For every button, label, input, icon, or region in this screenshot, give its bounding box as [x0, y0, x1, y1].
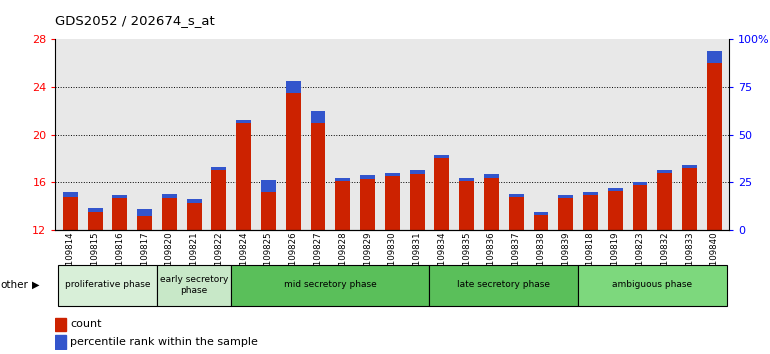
Bar: [261, 180, 276, 192]
Bar: [63, 197, 78, 230]
Bar: [55, 318, 66, 331]
Bar: [162, 194, 177, 198]
Bar: [137, 216, 152, 230]
Text: late secretory phase: late secretory phase: [457, 280, 551, 290]
Bar: [112, 195, 127, 198]
Bar: [55, 335, 66, 349]
Bar: [63, 193, 78, 197]
Bar: [583, 195, 598, 230]
Text: percentile rank within the sample: percentile rank within the sample: [70, 337, 258, 347]
Bar: [410, 170, 424, 174]
Bar: [212, 167, 226, 170]
Bar: [310, 110, 326, 122]
Bar: [509, 194, 524, 197]
Bar: [360, 179, 375, 230]
Bar: [434, 155, 449, 158]
Text: mid secretory phase: mid secretory phase: [284, 280, 377, 290]
Bar: [336, 181, 350, 230]
Bar: [434, 159, 449, 230]
Bar: [236, 122, 251, 230]
Bar: [212, 170, 226, 230]
Bar: [484, 178, 499, 230]
Bar: [707, 63, 721, 230]
Bar: [682, 168, 697, 230]
Text: count: count: [70, 319, 102, 329]
Bar: [112, 198, 127, 230]
Bar: [88, 208, 102, 212]
Bar: [608, 188, 623, 191]
Bar: [360, 175, 375, 179]
Bar: [608, 191, 623, 230]
Bar: [658, 170, 672, 173]
Bar: [534, 215, 548, 230]
Bar: [236, 120, 251, 122]
Bar: [385, 176, 400, 230]
Bar: [58, 265, 157, 306]
Bar: [88, 212, 102, 230]
Bar: [509, 197, 524, 230]
Bar: [459, 177, 474, 181]
Bar: [286, 93, 300, 230]
Text: ▶: ▶: [32, 280, 40, 290]
Bar: [633, 185, 648, 230]
Text: early secretory
phase: early secretory phase: [160, 275, 229, 295]
Bar: [385, 173, 400, 176]
Bar: [558, 195, 573, 198]
Bar: [162, 198, 177, 230]
Bar: [157, 265, 231, 306]
Text: ambiguous phase: ambiguous phase: [612, 280, 692, 290]
Bar: [583, 192, 598, 195]
Bar: [658, 173, 672, 230]
Bar: [707, 51, 721, 63]
Text: GDS2052 / 202674_s_at: GDS2052 / 202674_s_at: [55, 14, 215, 27]
Bar: [484, 174, 499, 178]
Bar: [430, 265, 578, 306]
Bar: [459, 181, 474, 230]
Bar: [310, 122, 326, 230]
Bar: [137, 209, 152, 216]
Text: other: other: [1, 280, 28, 290]
Bar: [534, 212, 548, 215]
Bar: [410, 174, 424, 230]
Bar: [558, 198, 573, 230]
Bar: [578, 265, 727, 306]
Bar: [231, 265, 430, 306]
Bar: [336, 177, 350, 181]
Bar: [186, 202, 202, 230]
Text: proliferative phase: proliferative phase: [65, 280, 150, 290]
Bar: [286, 81, 300, 93]
Bar: [261, 192, 276, 230]
Bar: [682, 165, 697, 168]
Bar: [186, 199, 202, 202]
Bar: [633, 182, 648, 185]
